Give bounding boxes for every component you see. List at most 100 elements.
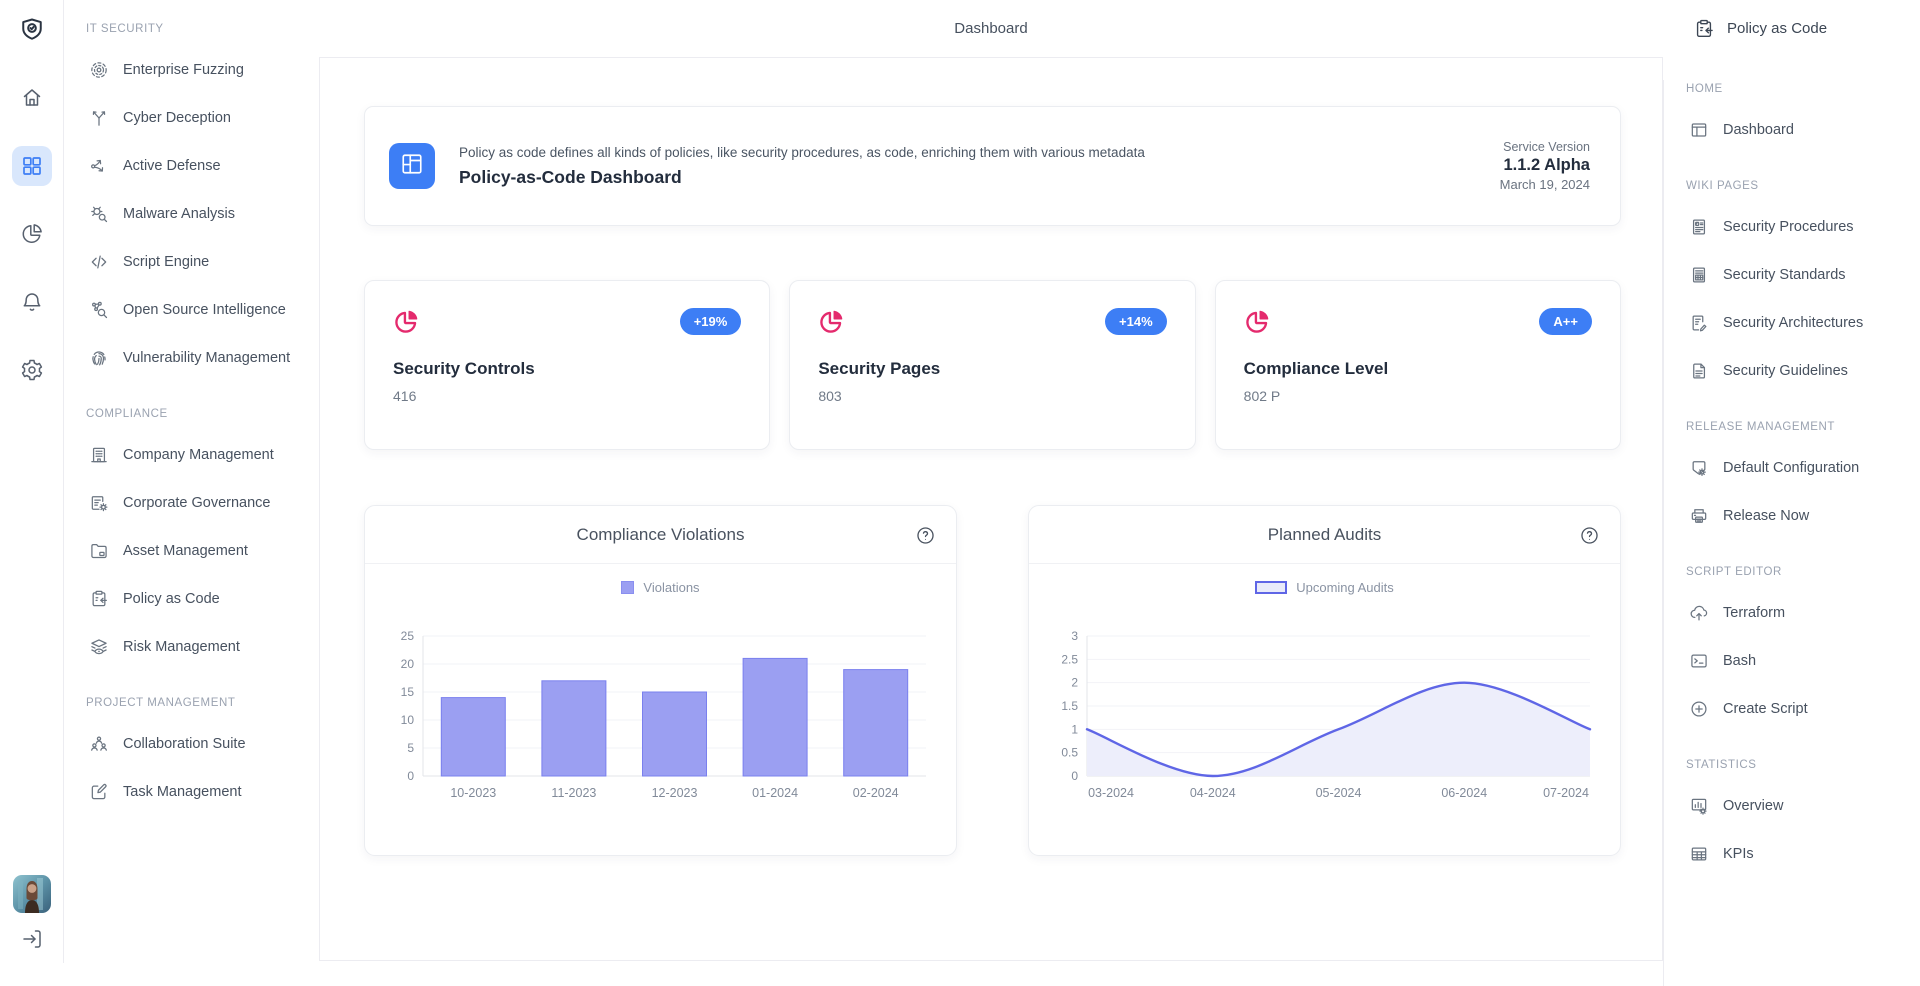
nav-item-label: Policy as Code bbox=[123, 591, 220, 607]
left-sidebar: IT SECURITY Enterprise Fuzzing Cyber Decep… bbox=[64, 0, 319, 963]
nav-item-label: Overview bbox=[1723, 798, 1784, 814]
nav-item-label: Enterprise Fuzzing bbox=[123, 62, 244, 78]
sidebar-item-enterprise-fuzzing[interactable]: Enterprise Fuzzing bbox=[64, 46, 319, 94]
nav-item-label: Security Standards bbox=[1723, 267, 1846, 283]
svg-text:0: 0 bbox=[407, 769, 414, 783]
sidebar-item-cyber-deception[interactable]: Cyber Deception bbox=[64, 94, 319, 142]
rail-settings[interactable] bbox=[12, 350, 52, 390]
nav-item-label: Task Management bbox=[123, 784, 242, 800]
chart-legend: Violations bbox=[621, 577, 700, 597]
pie-slice-icon bbox=[818, 308, 845, 335]
nav-item-label: Security Architectures bbox=[1723, 315, 1864, 331]
sidebar-item-risk-management[interactable]: Risk Management bbox=[64, 623, 319, 671]
route-icon bbox=[89, 156, 109, 176]
rightbar-item-create-script[interactable]: Create Script bbox=[1664, 685, 1920, 733]
legend-label: Upcoming Audits bbox=[1296, 579, 1394, 595]
bug-search-icon bbox=[89, 204, 109, 224]
chart-header: Compliance Violations bbox=[365, 506, 956, 564]
rightbar-item-security-standards[interactable]: Security Standards bbox=[1664, 251, 1920, 299]
legend-swatch bbox=[1255, 580, 1288, 594]
printer-icon bbox=[1689, 506, 1709, 526]
rightbar-item-release-now[interactable]: Release Now bbox=[1664, 492, 1920, 540]
nav-item-label: Security Guidelines bbox=[1723, 363, 1848, 379]
right-sidebar: Policy as Code HOME Dashboard WIKI PAGES Se… bbox=[1663, 0, 1920, 986]
rail-dashboard[interactable] bbox=[11, 146, 52, 186]
rightbar-section-header: WIKI PAGES bbox=[1686, 180, 1759, 192]
help-icon[interactable] bbox=[1579, 525, 1600, 546]
svg-text:3: 3 bbox=[1071, 629, 1078, 643]
rightbar-section-header: HOME bbox=[1686, 83, 1723, 95]
sidebar-item-vulnerability-management[interactable]: Vulnerability Management bbox=[64, 334, 319, 382]
nav-item-label: Open Source Intelligence bbox=[123, 302, 286, 318]
terminal-icon bbox=[1689, 651, 1709, 671]
nav-item-label: Corporate Governance bbox=[123, 495, 271, 511]
nav-item-label: Create Script bbox=[1723, 701, 1808, 717]
sidebar-item-company-management[interactable]: Company Management bbox=[64, 431, 319, 479]
sidebar-section-compliance: COMPLIANCE Company Management Corporate Go… bbox=[64, 405, 319, 671]
logout-button[interactable] bbox=[20, 927, 44, 951]
target-icon bbox=[89, 60, 109, 80]
doc-pen-icon bbox=[1689, 313, 1709, 333]
rail-notifications[interactable] bbox=[12, 282, 52, 322]
cloud-upload-icon bbox=[1689, 603, 1709, 623]
app-logo bbox=[12, 10, 52, 50]
box-gear-icon bbox=[1689, 458, 1709, 478]
legend-label: Violations bbox=[643, 579, 700, 595]
logout-icon bbox=[20, 930, 44, 955]
stat-title: Security Controls bbox=[393, 359, 535, 378]
stat-card-security-pages: +14% Security Pages 803 bbox=[789, 280, 1196, 450]
sidebar-item-script-engine[interactable]: Script Engine bbox=[64, 238, 319, 286]
edit-square-icon bbox=[89, 782, 109, 802]
rightbar-item-bash[interactable]: Bash bbox=[1664, 637, 1920, 685]
svg-text:20: 20 bbox=[400, 657, 414, 671]
nav-item-label: Security Procedures bbox=[1723, 219, 1854, 235]
sidebar-item-malware-analysis[interactable]: Malware Analysis bbox=[64, 190, 319, 238]
svg-text:07-2024: 07-2024 bbox=[1543, 786, 1589, 800]
rightbar-item-security-procedures[interactable]: Security Procedures bbox=[1664, 203, 1920, 251]
nav-item-label: Script Engine bbox=[123, 254, 210, 270]
icon-rail bbox=[0, 0, 64, 963]
network-search-icon bbox=[89, 300, 109, 320]
sidebar-item-policy-as-code[interactable]: Policy as Code bbox=[64, 575, 319, 623]
rail-analytics[interactable] bbox=[12, 214, 52, 254]
sidebar-item-active-defense[interactable]: Active Defense bbox=[64, 142, 319, 190]
nav-item-label: Company Management bbox=[123, 447, 274, 463]
nav-item-label: Risk Management bbox=[123, 639, 240, 655]
rightbar-item-dashboard[interactable]: Dashboard bbox=[1664, 106, 1920, 154]
rightbar-item-terraform[interactable]: Terraform bbox=[1664, 589, 1920, 637]
rightbar-item-default-configuration[interactable]: Default Configuration bbox=[1664, 444, 1920, 492]
rightbar-item-security-architectures[interactable]: Security Architectures bbox=[1664, 299, 1920, 347]
nav-item-label: Vulnerability Management bbox=[123, 350, 291, 366]
nav-item-label: Release Now bbox=[1723, 508, 1810, 524]
user-avatar[interactable] bbox=[13, 875, 51, 913]
stat-value: 802 P bbox=[1243, 388, 1281, 404]
help-icon[interactable] bbox=[915, 525, 936, 546]
sidebar-item-collaboration-suite[interactable]: Collaboration Suite bbox=[64, 720, 319, 768]
sidebar-section-project-management: PROJECT MANAGEMENT Collaboration Suite Tas… bbox=[64, 694, 319, 816]
rightbar-item-kpis[interactable]: KPIs bbox=[1664, 830, 1920, 878]
nav-item-label: Active Defense bbox=[123, 158, 221, 174]
sidebar-item-task-management[interactable]: Task Management bbox=[64, 768, 319, 816]
rail-home[interactable] bbox=[12, 78, 52, 118]
sidebar-section-it-security: IT SECURITY Enterprise Fuzzing Cyber Decep… bbox=[64, 20, 319, 382]
area-chart: 0 0.5 1 1.5 2 2.5 3 03-2024 04-2024 05-2024 06-202… bbox=[1061, 629, 1591, 800]
building-icon bbox=[89, 445, 109, 465]
layers-eye-icon bbox=[89, 637, 109, 657]
rightbar-item-security-guidelines[interactable]: Security Guidelines bbox=[1664, 347, 1920, 395]
svg-text:2: 2 bbox=[1071, 676, 1078, 690]
sidebar-item-asset-management[interactable]: Asset Management bbox=[64, 527, 319, 575]
doc-badge-icon bbox=[1689, 217, 1709, 237]
shield-logo-icon bbox=[18, 16, 46, 44]
chart-title: Planned Audits bbox=[1267, 524, 1382, 544]
hero-title: Policy-as-Code Dashboard bbox=[459, 166, 682, 187]
rightbar-section-header: STATISTICS bbox=[1686, 759, 1757, 771]
svg-text:1: 1 bbox=[1071, 722, 1078, 736]
hero-card: Policy as code defines all kinds of poli… bbox=[364, 106, 1621, 226]
nav-item-label: Bash bbox=[1723, 653, 1757, 669]
rightbar-nav: HOME Dashboard WIKI PAGES Security Procedur… bbox=[1663, 80, 1920, 986]
legend-swatch bbox=[621, 580, 635, 594]
sidebar-item-corporate-governance[interactable]: Corporate Governance bbox=[64, 479, 319, 527]
sidebar-item-open-source-intelligence[interactable]: Open Source Intelligence bbox=[64, 286, 319, 334]
rightbar-item-overview[interactable]: Overview bbox=[1664, 782, 1920, 830]
stat-badge: +14% bbox=[1105, 308, 1167, 335]
